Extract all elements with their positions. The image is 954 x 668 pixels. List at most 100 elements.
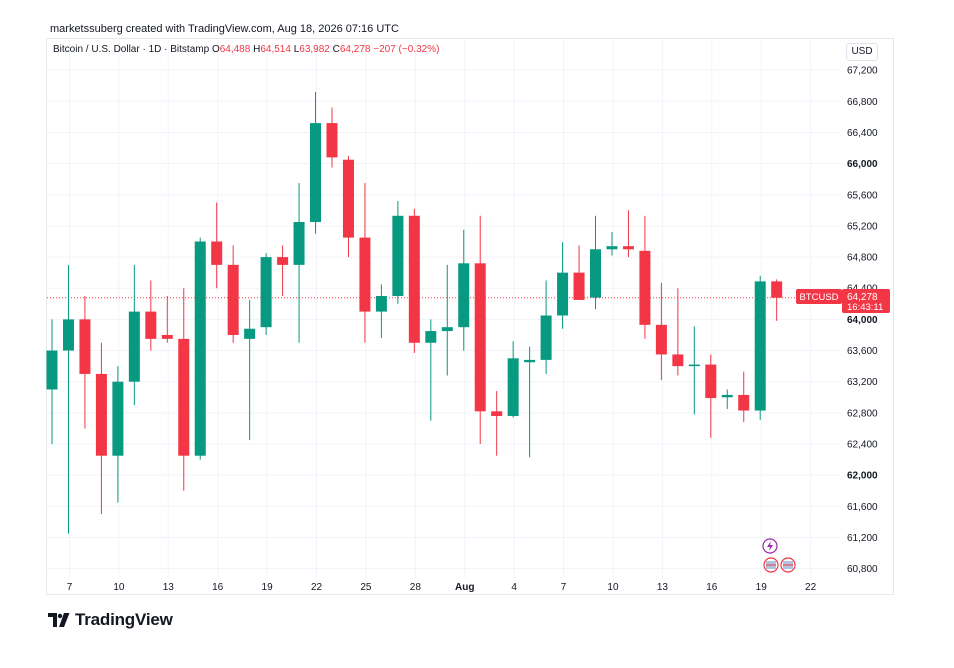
x-tick-label: 13 (163, 582, 175, 593)
candle[interactable] (359, 183, 371, 343)
candle[interactable] (260, 253, 272, 335)
candle[interactable] (326, 107, 338, 168)
candle-body (672, 354, 684, 367)
candle-body (310, 123, 322, 223)
x-tick-label: 28 (410, 582, 422, 593)
price-tag: BTCUSD 64,278 16:43:11 (796, 289, 890, 313)
candle-body (573, 272, 585, 300)
candle[interactable] (128, 264, 140, 406)
candle[interactable] (441, 264, 453, 376)
y-tick-label: 61,600 (847, 502, 878, 513)
candle-body (408, 215, 420, 343)
candle[interactable] (112, 366, 124, 503)
candle[interactable] (46, 319, 58, 445)
candle-body (128, 311, 140, 382)
x-tick-label: 19 (262, 582, 274, 593)
change-value: −207 (−0.32%) (373, 44, 440, 55)
candle-body (95, 373, 107, 456)
candle-body (46, 350, 58, 390)
close-value: 64,278 (339, 44, 371, 55)
tradingview-logo-text: TradingView (75, 610, 173, 629)
candle[interactable] (738, 371, 750, 423)
candle-body (359, 237, 371, 312)
y-tick-label: 62,400 (847, 440, 878, 451)
candle[interactable] (79, 296, 91, 429)
candle-body (62, 319, 74, 351)
x-tick-label: 19 (756, 582, 768, 593)
candle[interactable] (524, 346, 536, 458)
y-tick-label: 65,600 (847, 190, 878, 201)
symbol-label[interactable]: Bitcoin / U.S. Dollar · 1D · Bitstamp (53, 44, 210, 55)
candle[interactable] (277, 245, 289, 297)
candle-body (145, 311, 157, 339)
candle[interactable] (754, 275, 766, 420)
candle[interactable] (293, 183, 305, 343)
candle[interactable] (161, 296, 173, 343)
candle[interactable] (606, 232, 618, 256)
x-tick-label: 13 (657, 582, 669, 593)
candle-body (507, 358, 519, 416)
candle[interactable] (474, 215, 486, 445)
tradingview-logo[interactable]: TradingView (48, 610, 173, 630)
x-tick-label: 16 (212, 582, 224, 593)
candle[interactable] (62, 264, 74, 534)
candle[interactable] (211, 202, 223, 289)
candle[interactable] (458, 229, 470, 351)
y-tick-label: 62,000 (847, 471, 878, 482)
candle[interactable] (425, 319, 437, 421)
currency-button[interactable]: USD (846, 43, 878, 61)
candle[interactable] (145, 280, 157, 351)
candle[interactable] (375, 284, 387, 339)
y-tick-label: 66,000 (847, 159, 878, 170)
open-value: 64,488 (219, 44, 251, 55)
x-tick-label: 16 (706, 582, 718, 593)
candle-body (441, 327, 453, 332)
close-label: C (332, 44, 340, 55)
candle[interactable] (244, 299, 256, 441)
high-label: H (253, 44, 261, 55)
x-tick-label: 22 (311, 582, 323, 593)
candles (46, 91, 783, 534)
candle[interactable] (178, 288, 190, 491)
candle[interactable] (95, 342, 107, 515)
candle-body (721, 394, 733, 398)
candle-body (342, 159, 354, 238)
candle-body (260, 257, 272, 328)
candle[interactable] (655, 282, 667, 381)
candle[interactable] (573, 245, 585, 300)
x-tick-label: 10 (607, 582, 619, 593)
candle-body (79, 319, 91, 374)
candle[interactable] (590, 215, 602, 310)
candle-body (178, 338, 190, 456)
candle-body (524, 359, 536, 363)
candle[interactable] (392, 200, 404, 304)
candle[interactable] (557, 242, 569, 329)
y-tick-label: 63,600 (847, 346, 878, 357)
candle[interactable] (688, 326, 700, 415)
candle[interactable] (672, 288, 684, 376)
candle[interactable] (622, 210, 634, 258)
candle[interactable] (507, 341, 519, 418)
candle[interactable] (705, 354, 717, 438)
candle-body (590, 249, 602, 298)
candle-body (705, 364, 717, 399)
candle[interactable] (408, 208, 420, 353)
candle[interactable] (310, 91, 322, 234)
event-icons[interactable] (762, 538, 796, 573)
candle-body (375, 296, 387, 312)
y-tick-label: 66,400 (847, 128, 878, 139)
candle[interactable] (540, 280, 552, 374)
price-tag-countdown: 16:43:11 (847, 302, 883, 313)
candle[interactable] (491, 391, 503, 456)
x-tick-label: 22 (805, 582, 817, 593)
candle[interactable] (194, 237, 206, 460)
candle[interactable] (721, 389, 733, 409)
price-tag-symbol: BTCUSD (799, 292, 838, 303)
candle[interactable] (771, 279, 783, 321)
open-label: O (211, 44, 220, 55)
candle[interactable] (342, 155, 354, 258)
candle-body (326, 123, 338, 158)
candle[interactable] (227, 245, 239, 343)
candle[interactable] (639, 215, 651, 339)
